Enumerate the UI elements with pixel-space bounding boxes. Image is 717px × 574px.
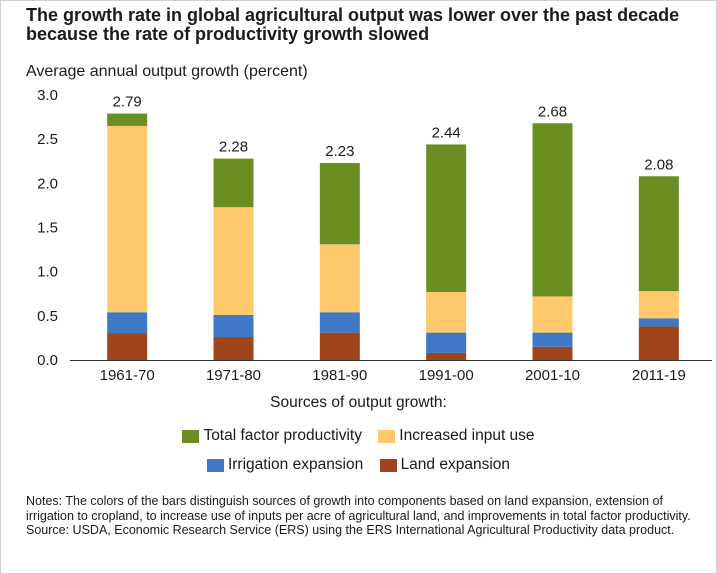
bar-segment-total-factor-productivity: [319, 163, 360, 245]
bar-segment-increased-input-use: [532, 296, 573, 333]
y-tick-label: 2.0: [37, 175, 58, 192]
legend-label: Total factor productivity: [203, 427, 362, 444]
bar-segment-total-factor-productivity: [638, 176, 679, 292]
bar-segment-total-factor-productivity: [426, 144, 467, 292]
y-tick-label: 1.5: [37, 220, 58, 237]
bar-total-label: 2.68: [538, 103, 567, 120]
bar-chart: 0.0 0.5 1.0 1.5 2.0 2.5 3.0 2.79 1961-70 2.28 1971…: [37, 87, 712, 384]
bar-segment-increased-input-use: [426, 291, 467, 333]
bar-segment-land-expansion: [638, 326, 679, 360]
bar-segment-increased-input-use: [319, 244, 360, 313]
legend-item-irrigation-expansion: Irrigation expansion: [206, 456, 364, 474]
bar-segment-irrigation-expansion: [638, 318, 679, 327]
y-tick-label: 1.0: [37, 264, 58, 281]
bar-segment-land-expansion: [426, 352, 467, 360]
bar-segment-total-factor-productivity: [107, 113, 148, 126]
x-tick-label: 2011-19: [632, 367, 686, 384]
legend-swatch-input: [378, 429, 396, 443]
notes-text: Notes: The colors of the bars distinguis…: [26, 494, 691, 523]
bar-segment-total-factor-productivity: [213, 158, 254, 208]
x-tick-label: 1981-90: [312, 367, 367, 384]
y-tick-label: 2.5: [37, 131, 58, 148]
bar-segment-land-expansion: [532, 346, 573, 360]
bar-segment-irrigation-expansion: [213, 314, 254, 338]
bar-segment-irrigation-expansion: [426, 332, 467, 353]
legend-item-increased-input-use: Increased input use: [378, 427, 535, 445]
legend-item-land-expansion: Land expansion: [379, 456, 511, 474]
bar-segment-increased-input-use: [638, 291, 679, 319]
bar-segment-increased-input-use: [107, 125, 148, 313]
y-tick-label: 3.0: [37, 87, 58, 104]
legend-label: Irrigation expansion: [227, 456, 364, 473]
legend-swatch-land: [379, 458, 397, 472]
bar-total-label: 2.23: [325, 143, 354, 160]
bar-segment-land-expansion: [107, 333, 148, 360]
bar-segment-increased-input-use: [213, 207, 254, 315]
bar-segment-land-expansion: [319, 332, 360, 360]
x-tick-label: 1971-80: [206, 367, 261, 384]
bar-total-label: 2.28: [219, 139, 248, 156]
legend-item-total-factor-productivity: Total factor productivity: [182, 427, 362, 445]
y-tick-label: 0.5: [37, 308, 58, 325]
legend-row-1: Total factor productivity Increased inpu…: [0, 427, 717, 448]
bar-segment-total-factor-productivity: [532, 123, 573, 297]
legend-swatch-irrigation: [206, 458, 224, 472]
y-axis-label: Average annual output growth (percent): [26, 63, 308, 80]
x-tick-label: 1961-70: [100, 367, 155, 384]
legend-title: Sources of output growth:: [270, 394, 447, 411]
chart-title: The growth rate in global agricultural o…: [26, 5, 680, 44]
legend-swatch-tfp: [182, 429, 200, 443]
bar-segment-irrigation-expansion: [319, 312, 360, 333]
bar-total-label: 2.44: [432, 124, 461, 141]
x-tick-label: 1991-00: [419, 367, 474, 384]
bar-segment-land-expansion: [213, 337, 254, 360]
chart-notes: Notes: The colors of the bars distinguis…: [26, 494, 706, 538]
x-tick-label: 2001-10: [525, 367, 580, 384]
y-tick-label: 0.0: [37, 352, 58, 369]
source-text: Source: USDA, Economic Research Service …: [26, 523, 675, 537]
bar-total-label: 2.79: [113, 94, 142, 111]
bar-total-label: 2.08: [644, 156, 673, 173]
legend-label: Increased input use: [399, 427, 535, 444]
legend-label: Land expansion: [400, 456, 511, 473]
bar-segment-irrigation-expansion: [107, 312, 148, 334]
bar-segment-irrigation-expansion: [532, 332, 573, 347]
legend-row-2: Irrigation expansion Land expansion: [0, 456, 717, 477]
